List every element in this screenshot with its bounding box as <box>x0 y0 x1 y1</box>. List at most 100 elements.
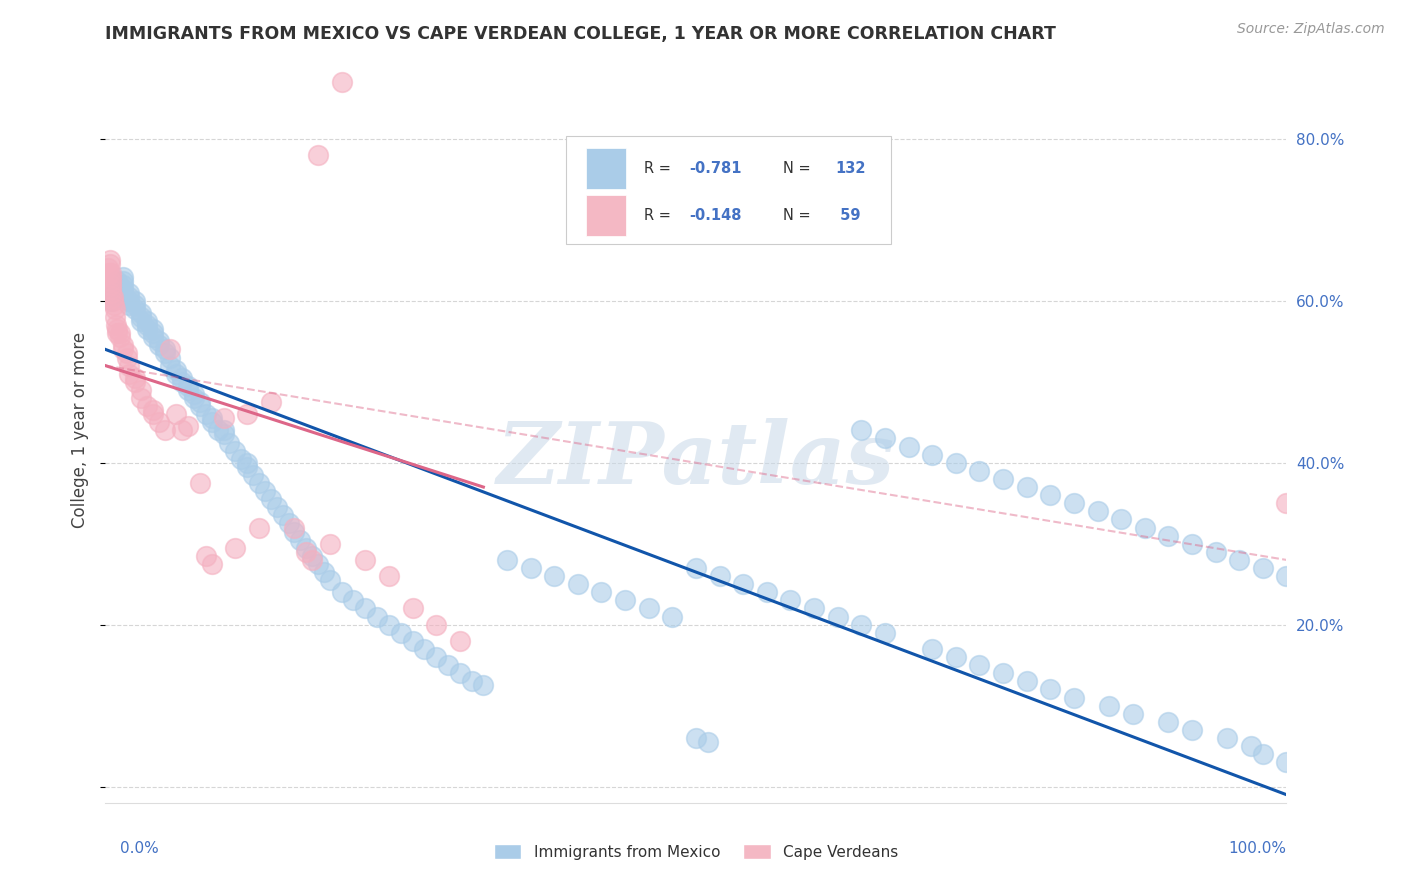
Text: R =: R = <box>644 161 675 176</box>
Point <box>115 351 138 365</box>
Text: -0.781: -0.781 <box>689 161 741 176</box>
Point <box>342 593 364 607</box>
Point <box>319 537 342 551</box>
Point <box>242 467 264 482</box>
Point <box>100 282 122 296</box>
Point <box>969 658 991 673</box>
Point <box>129 391 152 405</box>
Point <box>425 650 447 665</box>
FancyBboxPatch shape <box>586 194 626 235</box>
Point <box>991 472 1014 486</box>
Point <box>945 456 967 470</box>
Point <box>1122 706 1144 721</box>
Point <box>236 407 259 421</box>
Point <box>413 642 436 657</box>
Point <box>472 678 495 692</box>
Point <box>112 282 135 296</box>
Point <box>401 601 423 615</box>
Point <box>283 524 305 539</box>
Point <box>153 346 176 360</box>
Point <box>827 609 849 624</box>
Point <box>201 411 224 425</box>
Point <box>301 549 323 563</box>
Point <box>378 617 401 632</box>
Point <box>188 395 211 409</box>
Point <box>100 269 122 284</box>
Point <box>685 731 707 745</box>
Point <box>165 407 187 421</box>
Point <box>1157 714 1180 729</box>
Point <box>98 266 121 280</box>
Text: 100.0%: 100.0% <box>1229 841 1286 856</box>
Point <box>218 435 240 450</box>
Point <box>897 440 920 454</box>
Point <box>97 261 120 276</box>
Point <box>247 520 270 534</box>
Point <box>135 314 157 328</box>
FancyBboxPatch shape <box>586 147 626 188</box>
Point <box>129 383 152 397</box>
Point <box>165 362 187 376</box>
Point <box>591 585 613 599</box>
Point <box>118 293 141 308</box>
Point <box>1039 488 1062 502</box>
Point <box>389 625 412 640</box>
Point <box>851 424 873 438</box>
Point <box>153 424 176 438</box>
Point <box>496 553 519 567</box>
Point <box>696 735 718 749</box>
Point <box>105 326 128 341</box>
Point <box>177 383 200 397</box>
Point <box>1157 528 1180 542</box>
Point <box>124 371 146 385</box>
Point <box>124 301 146 316</box>
Point <box>142 322 165 336</box>
Point <box>103 285 125 300</box>
Point <box>183 391 205 405</box>
Point <box>153 343 176 357</box>
Point <box>873 432 896 446</box>
Point <box>236 456 259 470</box>
Point <box>105 318 128 333</box>
Point <box>224 443 246 458</box>
Point <box>172 371 194 385</box>
Point <box>755 585 778 599</box>
Point <box>159 343 181 357</box>
Point <box>108 326 131 341</box>
Point <box>159 359 181 373</box>
Point <box>194 407 217 421</box>
Point <box>105 277 128 292</box>
Point <box>283 520 305 534</box>
Point <box>1275 496 1298 510</box>
Point <box>425 617 447 632</box>
Point <box>991 666 1014 681</box>
Text: Source: ZipAtlas.com: Source: ZipAtlas.com <box>1237 22 1385 37</box>
Point <box>124 293 146 308</box>
Point <box>354 553 377 567</box>
Point <box>330 75 353 89</box>
Point <box>1015 480 1038 494</box>
Point <box>115 346 138 360</box>
Point <box>112 277 135 292</box>
Point <box>98 257 121 271</box>
Point <box>637 601 659 615</box>
Point <box>1227 553 1250 567</box>
Point <box>1216 731 1239 745</box>
Point <box>401 633 423 648</box>
Point <box>188 475 211 490</box>
Point <box>194 549 217 563</box>
Point <box>1015 674 1038 689</box>
Point <box>543 569 565 583</box>
Point <box>148 334 170 349</box>
Point <box>135 318 157 333</box>
Point <box>1063 690 1085 705</box>
Point <box>118 298 141 312</box>
Point <box>165 367 187 381</box>
Point <box>1275 569 1298 583</box>
Point <box>212 411 235 425</box>
Point <box>873 625 896 640</box>
Point <box>803 601 825 615</box>
Point <box>1251 747 1274 762</box>
Point <box>124 298 146 312</box>
Point <box>260 492 283 507</box>
